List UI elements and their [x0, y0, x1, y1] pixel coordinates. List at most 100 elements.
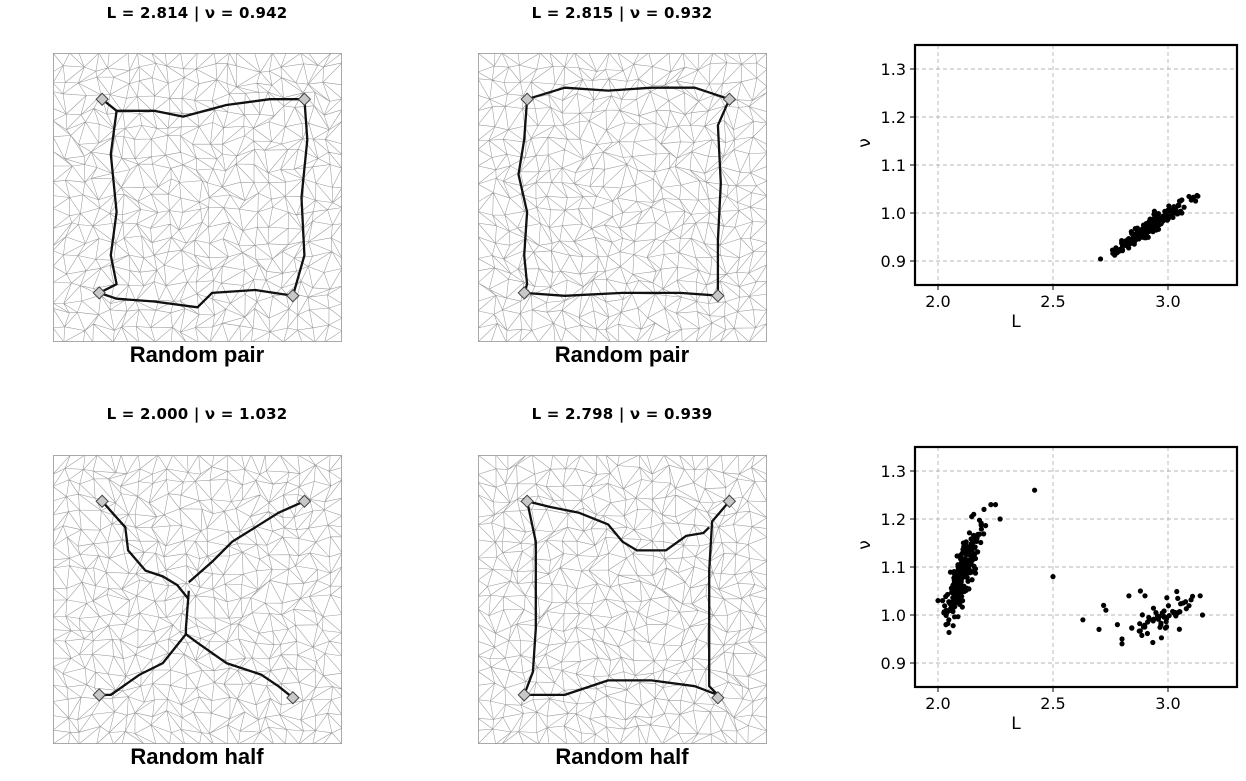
- y-tick-label-2: 1.1: [881, 156, 906, 175]
- terminal-marker-0: [520, 92, 534, 106]
- scatter-point-173: [946, 629, 952, 636]
- scatter-chart-2: 2.0 2.5 3.0 0.9 1.0 1.1 1.2 1.3 Lν: [855, 445, 1239, 734]
- plot-frame: [913, 445, 1239, 689]
- y-tick-label-3: 1.2: [881, 108, 906, 127]
- scatter-point-193: [946, 600, 952, 606]
- terminal-marker-0: [95, 494, 109, 508]
- scatter-point-175: [1166, 203, 1172, 209]
- x-tick-label-2: 3.0: [1155, 694, 1180, 713]
- x-tick-label-0: 2.0: [925, 694, 950, 713]
- path-segment-0: [101, 98, 305, 118]
- scatter-point-296: [1050, 574, 1056, 580]
- scatter-point-221: [1193, 198, 1199, 204]
- scatter-point-193: [1119, 238, 1125, 244]
- path-segment-2: [524, 679, 719, 697]
- y-tick-label-1: 1.0: [881, 606, 906, 625]
- scatter-point-201: [961, 572, 967, 578]
- mesh-panel-3-caption: Random half: [130, 744, 264, 769]
- mesh-panel-4-caption: Random half: [555, 744, 689, 769]
- terminal-marker-0: [95, 92, 109, 106]
- scatter-point-27: [1097, 256, 1104, 262]
- y-tick-label-2: 1.1: [881, 558, 906, 577]
- y-axis-label: ν: [855, 138, 875, 148]
- path-segment-1: [188, 500, 305, 584]
- scatter-point-130: [1110, 250, 1116, 256]
- scatter-point-196: [1117, 246, 1123, 253]
- scatter-point-292: [1150, 639, 1156, 646]
- mesh-panel-2: [478, 53, 767, 342]
- scatter-point-305: [1137, 588, 1143, 594]
- scatter-point-280: [1158, 635, 1165, 641]
- scatter-point-158: [1134, 225, 1141, 231]
- scatter-point-276: [1165, 603, 1172, 609]
- terminal-marker-2: [517, 286, 531, 300]
- scatter-point-77: [955, 614, 961, 620]
- scatter-point-269: [1136, 628, 1142, 634]
- scatter-point-308: [992, 502, 999, 508]
- x-tick-label-0: 2.0: [925, 292, 950, 311]
- mesh-panel-1-caption: Random pair: [129, 342, 265, 367]
- scatter-point-217: [1151, 211, 1157, 217]
- x-tick-label-2: 3.0: [1155, 292, 1180, 311]
- scatter-point-220: [972, 555, 979, 562]
- scatter-point-304: [1126, 593, 1132, 599]
- scatter-point-288: [1157, 624, 1163, 630]
- terminal-marker-1: [297, 92, 312, 106]
- scatter-point-123: [942, 603, 948, 609]
- scatter-point-307: [988, 502, 994, 508]
- scatter-point-313: [1197, 593, 1203, 599]
- scatter-point-113: [948, 607, 954, 613]
- scatter-point-294: [1176, 626, 1182, 632]
- scatter-point-156: [978, 539, 984, 546]
- scatter-point-87: [968, 541, 974, 547]
- scatter-point-242: [1139, 632, 1145, 638]
- scatter-point-271: [1150, 605, 1157, 611]
- mesh-edges: [478, 455, 767, 744]
- y-tick-label-0: 0.9: [881, 654, 906, 673]
- scatter-point-300: [1096, 626, 1102, 632]
- scatter-point-210: [965, 551, 971, 557]
- scatter-point-237: [968, 536, 974, 542]
- scatter-point-226: [1126, 239, 1132, 245]
- scatter-point-220: [1195, 193, 1201, 199]
- scatter-point-234: [955, 583, 961, 590]
- scatter-point-141: [1186, 193, 1192, 200]
- scatter-point-204: [952, 571, 958, 578]
- scatter-point-227: [973, 538, 980, 544]
- scatter-point-215: [959, 555, 965, 561]
- path-segment-4: [185, 633, 294, 699]
- scatter-point-171: [969, 514, 975, 520]
- path-segment-2: [98, 288, 294, 309]
- path-segment-2: [184, 590, 190, 635]
- scatter-point-219: [1150, 225, 1156, 231]
- y-axis-label: ν: [855, 540, 875, 550]
- path-segment-3: [523, 500, 537, 696]
- mesh-panel-4-title: L = 2.798 | ν = 0.939: [531, 405, 713, 423]
- mesh-edges: [478, 53, 767, 342]
- scatter-point-136: [950, 623, 956, 629]
- mesh-panel-2-title: L = 2.815 | ν = 0.932: [531, 4, 713, 22]
- scatter-point-291: [1154, 613, 1161, 619]
- scatter-point-94: [981, 531, 987, 537]
- scatter-point-314: [1199, 612, 1206, 618]
- scatter-point-195: [971, 532, 977, 539]
- terminal-marker-1: [297, 494, 312, 508]
- scatter-point-281: [1188, 597, 1194, 603]
- scatter-point-188: [961, 583, 967, 589]
- mesh-edges: [53, 455, 342, 744]
- path-segment-3: [98, 110, 118, 294]
- scatter-point-214: [1134, 235, 1140, 241]
- scatter-points: [1097, 192, 1201, 262]
- x-tick-label-1: 2.5: [1040, 694, 1065, 713]
- terminal-marker-3: [711, 691, 725, 705]
- scatter-point-170: [966, 530, 973, 536]
- scatter-point-213: [972, 566, 979, 572]
- scatter-point-225: [966, 566, 972, 572]
- scatter-point-295: [1032, 487, 1038, 493]
- mesh-panel-3-title: L = 2.000 | ν = 1.032: [106, 405, 288, 423]
- scatter-point-210: [1131, 239, 1138, 245]
- scatter-point-301: [1114, 622, 1120, 628]
- terminal-marker-1: [722, 494, 737, 508]
- path-segment-2: [524, 291, 721, 297]
- scatter-point-265: [1129, 625, 1135, 631]
